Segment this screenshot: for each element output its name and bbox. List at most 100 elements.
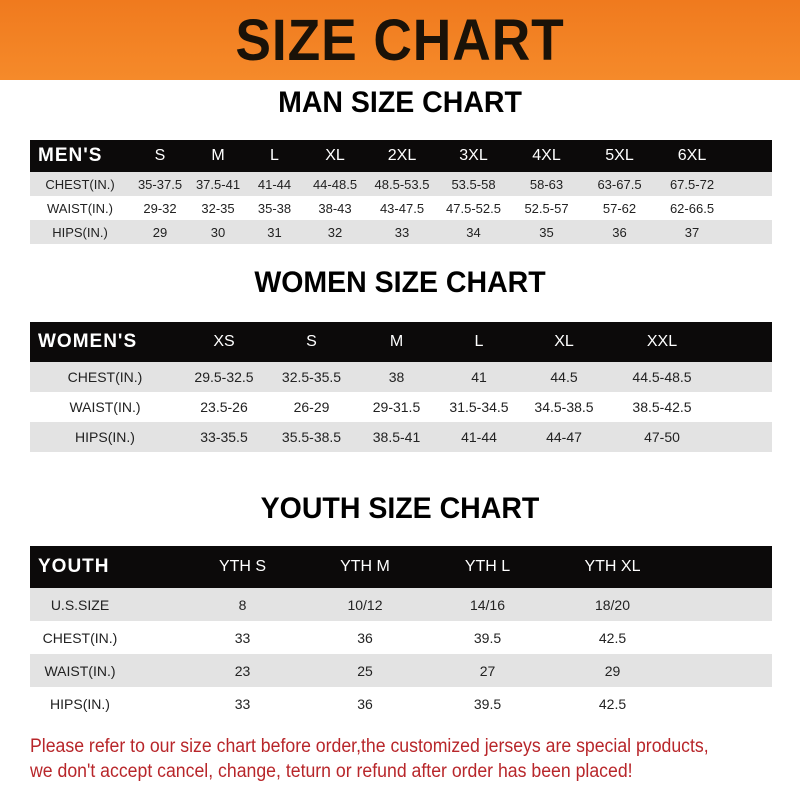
table-cell: 39.5 — [473, 695, 502, 712]
table-cell: 53.5-58 — [451, 176, 496, 192]
table-cell: 48.5-53.5 — [374, 176, 430, 192]
table-row: WAIST(IN.) 29-32 32-35 35-38 38-43 43-47.5 47.… — [30, 196, 772, 220]
table-cell: 47-50 — [644, 429, 680, 445]
table-header-row: WOMEN'S XS S M L XL XXL — [30, 322, 772, 362]
table-cell: 36 — [357, 629, 373, 646]
table-cell: 33-35.5 — [200, 429, 248, 445]
table-row: CHEST(IN.) 29.5-32.5 32.5-35.5 38 41 44.5 44.5… — [30, 362, 772, 392]
size-header-cell: 6XL — [677, 147, 707, 164]
size-header-cell: XXL — [646, 333, 678, 350]
table-cell: 52.5-57 — [524, 200, 569, 216]
row-label: HIPS(IN.) — [75, 429, 135, 445]
table-row: U.S.SIZE 8 10/12 14/16 18/20 — [30, 588, 772, 621]
table-cell: 62-66.5 — [669, 200, 715, 216]
table-cell: 31 — [267, 224, 282, 240]
size-header-cell: 2XL — [387, 147, 417, 164]
size-header-cell: YTH S — [218, 558, 267, 575]
table-cell: 35-38 — [257, 200, 292, 216]
row-label: HIPS(IN.) — [52, 224, 108, 240]
table-title-cell: WOMEN'S — [38, 331, 138, 352]
table-cell: 41-44 — [257, 176, 292, 192]
row-label: CHEST(IN.) — [42, 629, 118, 646]
table-cell: 29-32 — [143, 200, 177, 216]
table-cell: 30 — [210, 224, 226, 240]
row-label: HIPS(IN.) — [50, 695, 110, 712]
disclaimer-note: Please refer to our size chart before or… — [30, 734, 728, 784]
table-title-cell: MEN'S — [38, 145, 103, 166]
size-header-cell: L — [474, 333, 484, 350]
size-header-cell: M — [211, 147, 225, 164]
table-row: HIPS(IN.) 29 30 31 32 33 34 35 36 37 — [30, 220, 772, 244]
table-cell: 44-48.5 — [312, 176, 358, 192]
table-cell: 47.5-52.5 — [446, 200, 501, 216]
table-cell: 34 — [466, 224, 481, 240]
table-cell: 57-62 — [602, 200, 637, 216]
size-header-cell: S — [306, 333, 317, 350]
youth-section-title: YOUTH SIZE CHART — [260, 492, 540, 525]
table-cell: 29 — [604, 662, 621, 679]
row-label: CHEST(IN.) — [45, 176, 115, 192]
table-cell: 38-43 — [318, 200, 352, 216]
table-row: HIPS(IN.) 33-35.5 35.5-38.5 38.5-41 41-44 44-… — [30, 422, 772, 452]
banner: SIZE CHART — [0, 0, 800, 80]
row-label: U.S.SIZE — [50, 596, 110, 613]
table-cell: 14/16 — [469, 596, 506, 613]
table-cell: 18/20 — [594, 596, 631, 613]
table-cell: 10/12 — [347, 596, 383, 613]
size-header-cell: YTH L — [464, 558, 511, 575]
table-cell: 31.5-34.5 — [449, 399, 509, 415]
size-header-cell: XL — [554, 333, 574, 350]
table-cell: 33 — [234, 629, 251, 646]
table-cell: 44.5-48.5 — [632, 369, 692, 385]
size-header-cell: 5XL — [605, 147, 634, 164]
table-title-cell: YOUTH — [38, 556, 110, 577]
table-row: WAIST(IN.) 23 25 27 29 — [30, 654, 772, 687]
table-cell: 32.5-35.5 — [281, 369, 342, 385]
table-cell: 43-47.5 — [379, 200, 425, 216]
table-cell: 34.5-38.5 — [534, 399, 594, 415]
youth-size-table: YOUTH YTH S YTH M YTH L YTH XL U.S.SIZE 8 10/12… — [30, 546, 772, 720]
table-cell: 27 — [479, 662, 496, 679]
table-cell: 23.5-26 — [200, 399, 248, 415]
table-cell: 44.5 — [550, 369, 578, 385]
table-cell: 33 — [394, 224, 410, 240]
table-header-row: MEN'S S M L XL 2XL 3XL 4XL 5XL 6XL — [30, 140, 772, 172]
men-size-table: MEN'S S M L XL 2XL 3XL 4XL 5XL 6XL CHEST(IN.) 35-37… — [30, 140, 772, 244]
table-row: WAIST(IN.) 23.5-26 26-29 29-31.5 31.5-34.5 34… — [30, 392, 772, 422]
disclaimer-line-1: Please refer to our size chart before or… — [30, 736, 709, 757]
size-header-cell: XS — [213, 333, 235, 350]
women-section-title: WOMEN SIZE CHART — [254, 266, 546, 299]
disclaimer-line-2: we don't accept cancel, change, teturn o… — [30, 761, 633, 782]
table-cell: 44-47 — [546, 429, 582, 445]
size-header-cell: 3XL — [459, 147, 488, 164]
table-row: CHEST(IN.) 35-37.5 37.5-41 41-44 44-48.5 48.5… — [30, 172, 772, 196]
row-label: CHEST(IN.) — [67, 369, 143, 385]
row-label: WAIST(IN.) — [69, 399, 141, 415]
table-cell: 38 — [388, 369, 405, 385]
table-cell: 29 — [152, 224, 168, 240]
table-cell: 36 — [357, 695, 373, 712]
table-cell: 33 — [234, 695, 251, 712]
table-cell: 39.5 — [473, 629, 502, 646]
table-cell: 35-37.5 — [137, 176, 183, 192]
table-cell: 42.5 — [598, 629, 627, 646]
men-section-title: MAN SIZE CHART — [278, 86, 522, 119]
women-size-table: WOMEN'S XS S M L XL XXL CHEST(IN.) 29.5-32.5 32.5… — [30, 322, 772, 452]
size-header-cell: L — [270, 147, 279, 164]
size-header-cell: 4XL — [532, 147, 561, 164]
table-cell: 29-31.5 — [372, 399, 421, 415]
table-cell: 26-29 — [293, 399, 330, 415]
table-cell: 32 — [327, 224, 343, 240]
table-cell: 41-44 — [461, 429, 497, 445]
table-cell: 35 — [539, 224, 554, 240]
size-header-cell: M — [389, 333, 404, 350]
row-label: WAIST(IN.) — [47, 200, 113, 216]
table-row: CHEST(IN.) 33 36 39.5 42.5 — [30, 621, 772, 654]
table-cell: 42.5 — [598, 695, 627, 712]
table-cell: 41 — [471, 369, 487, 385]
size-header-cell: S — [154, 147, 166, 164]
table-cell: 58-63 — [529, 176, 564, 192]
table-cell: 37 — [684, 224, 700, 240]
table-cell: 38.5-42.5 — [632, 399, 692, 415]
table-cell: 67.5-72 — [669, 176, 715, 192]
